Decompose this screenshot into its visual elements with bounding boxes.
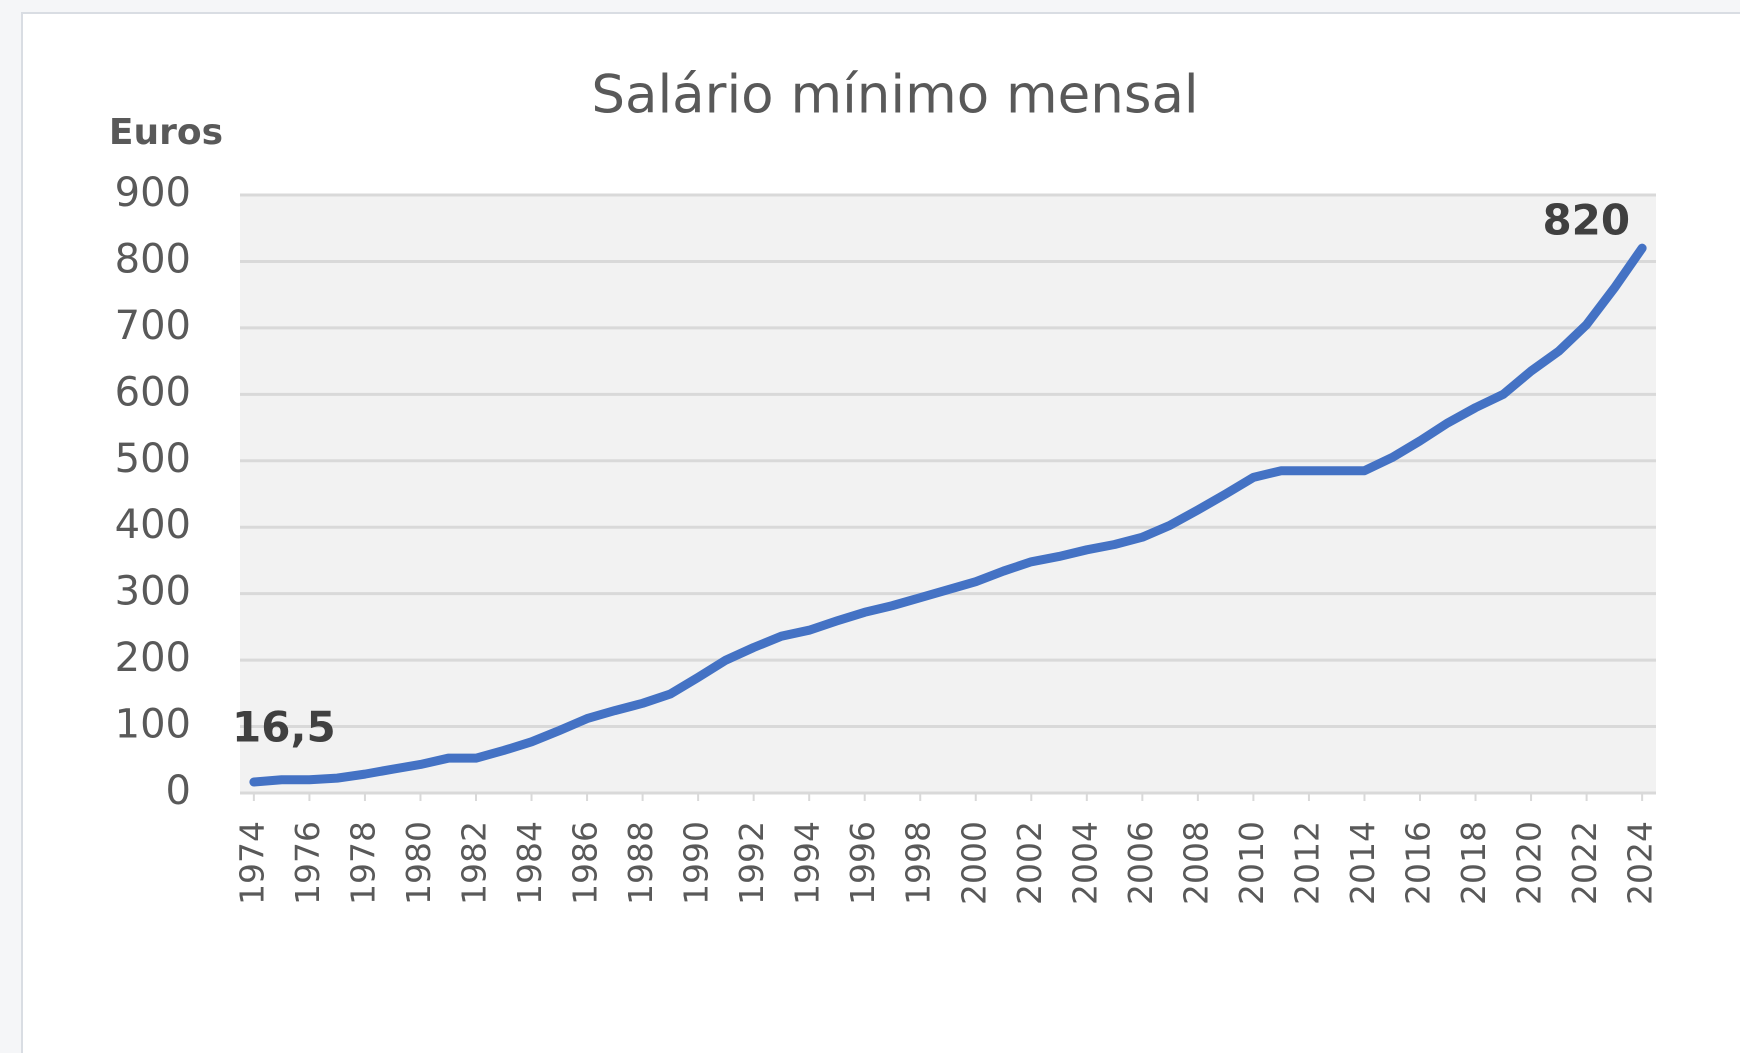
y-tick-label: 600 — [115, 369, 191, 415]
x-tick-label: 2006 — [1121, 821, 1160, 905]
y-tick-label: 700 — [115, 303, 191, 349]
chart-title: Salário mínimo mensal — [591, 65, 1198, 126]
x-tick-label: 1990 — [677, 821, 716, 905]
plot-area — [240, 195, 1656, 793]
x-tick-label: 1994 — [788, 821, 827, 905]
x-tick-label: 2004 — [1065, 821, 1104, 905]
x-tick-label: 1974 — [232, 821, 271, 905]
x-tick-label: 2020 — [1510, 821, 1549, 905]
y-tick-label: 400 — [115, 502, 191, 548]
y-tick-label: 100 — [115, 702, 191, 748]
x-tick-label: 1986 — [566, 821, 605, 905]
data-label: 820 — [1542, 196, 1630, 245]
y-tick-label: 900 — [115, 170, 191, 216]
x-tick-label: 2024 — [1621, 821, 1660, 905]
x-tick-label: 1978 — [343, 821, 382, 905]
x-tick-label: 2014 — [1343, 821, 1382, 905]
series-line — [249, 243, 1647, 787]
x-tick-label: 1988 — [621, 821, 660, 905]
x-tick-label: 1996 — [843, 821, 882, 905]
y-tick-label: 500 — [115, 436, 191, 482]
y-axis-label: Euros — [109, 112, 223, 153]
x-tick-label: 2012 — [1287, 821, 1326, 905]
x-tick-label: 1982 — [455, 821, 494, 905]
x-tick-label: 2002 — [1010, 821, 1049, 905]
y-tick-label: 0 — [166, 768, 191, 814]
x-tick-label: 1998 — [899, 821, 938, 905]
x-tick-label: 2008 — [1176, 821, 1215, 905]
y-tick-label: 200 — [115, 635, 191, 681]
x-tick-label: 1976 — [288, 821, 327, 905]
x-tick-label: 2018 — [1454, 821, 1493, 905]
x-tick-label: 2010 — [1232, 821, 1271, 905]
x-tick-label: 2016 — [1399, 821, 1438, 905]
x-tick-label: 2022 — [1565, 821, 1604, 905]
data-label: 16,5 — [232, 703, 336, 752]
x-tick-label: 1984 — [510, 821, 549, 905]
x-tick-label: 1992 — [732, 821, 771, 905]
y-tick-label: 800 — [115, 236, 191, 282]
x-tick-label: 2000 — [954, 821, 993, 905]
x-tick-label: 1980 — [399, 821, 438, 905]
y-tick-label: 300 — [115, 569, 191, 615]
